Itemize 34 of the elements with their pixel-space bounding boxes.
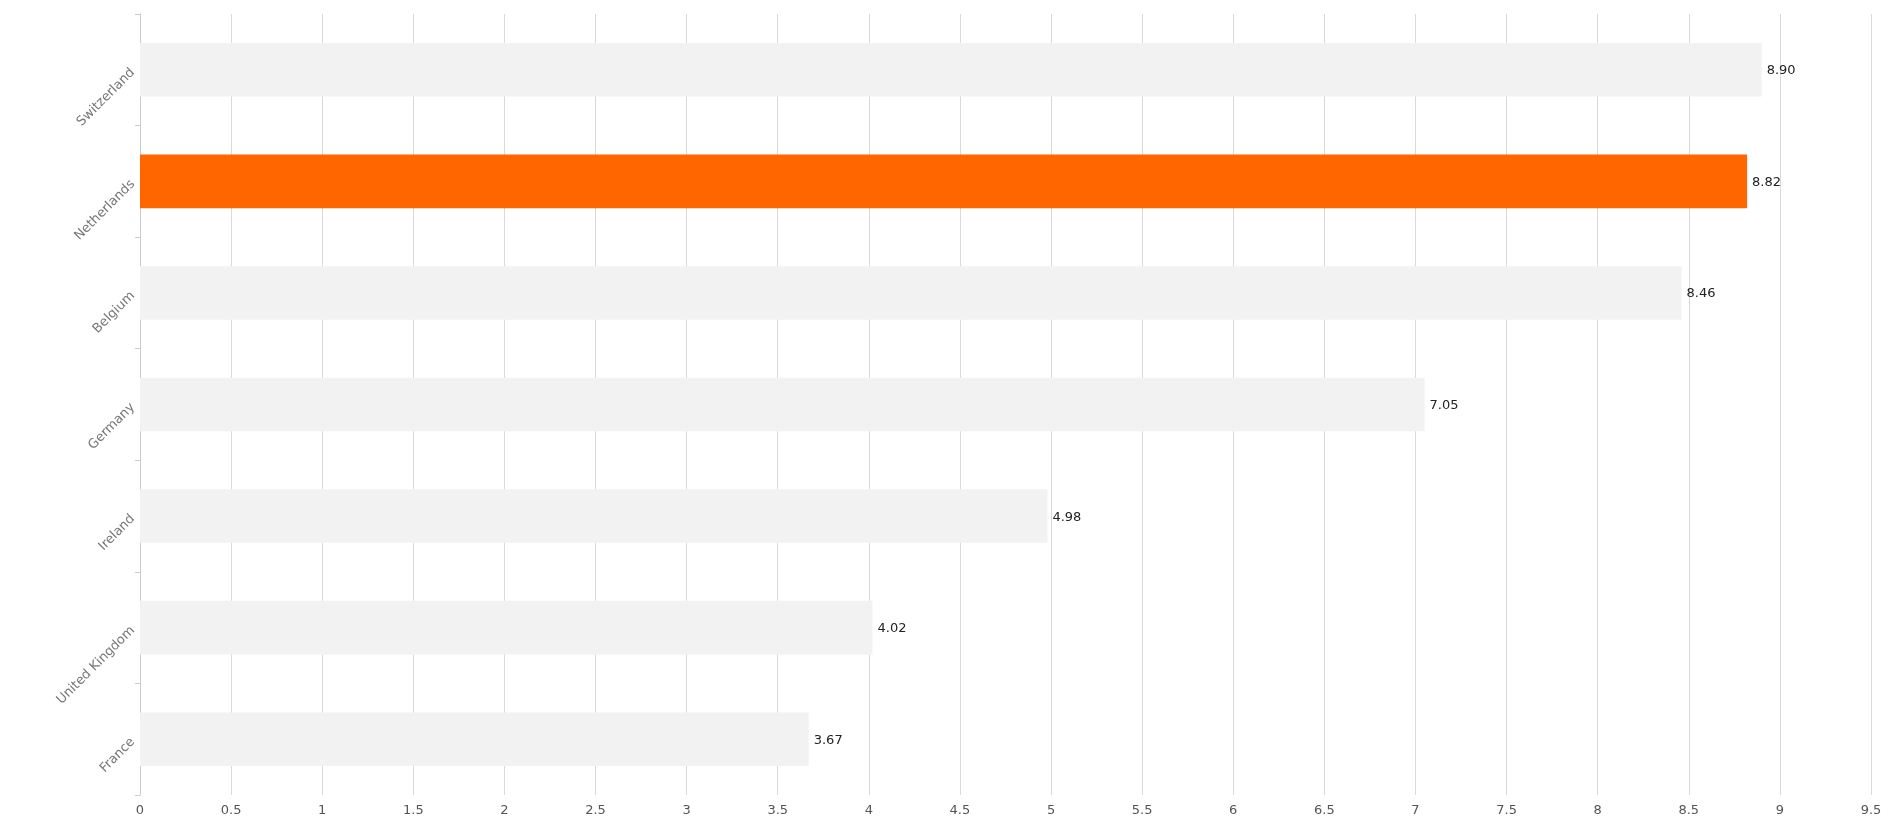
x-tick-label: 9 (1775, 802, 1785, 817)
x-tick-label: 8.5 (1678, 802, 1700, 817)
x-tick-label: 3 (682, 802, 691, 817)
x-tick-label: 3.5 (767, 802, 789, 817)
bar (140, 377, 1425, 432)
x-tick-label: 4 (864, 802, 873, 817)
data-label: 8.90 (1766, 62, 1796, 78)
bar (140, 43, 1762, 97)
x-tick-label: 7.5 (1496, 802, 1517, 817)
x-tick-label: 8 (1593, 802, 1602, 817)
x-tick-label: 5 (1046, 802, 1056, 817)
x-tick-label: 0.5 (220, 802, 242, 817)
bar (140, 154, 1748, 209)
x-tick-label: 5.5 (1131, 802, 1153, 817)
data-label: 4.98 (1052, 508, 1082, 524)
x-tick-label: 7 (1411, 802, 1420, 817)
data-label: 8.46 (1686, 285, 1716, 301)
bar (140, 266, 1682, 320)
x-tick-label: 1.5 (402, 802, 424, 817)
bar (140, 712, 809, 766)
bar (140, 489, 1048, 543)
x-tick-label: 2 (500, 802, 509, 817)
data-label: 7.05 (1429, 397, 1459, 412)
x-tick-label: 2.5 (585, 802, 606, 817)
x-tick-label: 1 (318, 802, 327, 817)
x-tick-label: 6 (1229, 802, 1238, 817)
x-tick-label: 9.5 (1860, 802, 1882, 817)
x-tick-label: 0 (135, 802, 145, 817)
data-label: 3.67 (813, 731, 843, 747)
data-label: 8.82 (1752, 173, 1782, 189)
bar (140, 600, 873, 655)
data-label: 4.02 (877, 620, 907, 636)
x-tick-label: 4.5 (949, 802, 971, 817)
x-tick-label: 6.5 (1314, 802, 1335, 817)
